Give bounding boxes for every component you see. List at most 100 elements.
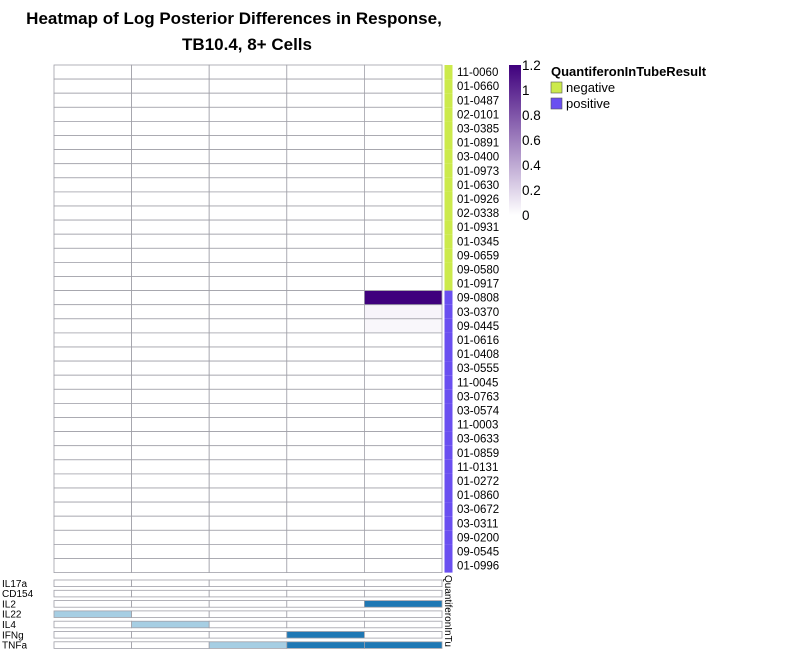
heatmap-cell	[53, 106, 132, 122]
cytokine-cell	[286, 620, 365, 629]
heatmap-cell	[131, 191, 210, 207]
heatmap-cell	[363, 106, 443, 122]
cytokine-cell	[363, 641, 443, 649]
row-label: 01-0272	[457, 476, 499, 488]
heatmap-cell	[363, 92, 443, 108]
heatmap-cell	[53, 64, 132, 80]
heatmap-cells	[53, 64, 443, 574]
cytokine-cell	[131, 610, 210, 618]
annotation-cell	[444, 473, 453, 488]
heatmap-cell	[131, 473, 210, 489]
heatmap-cell	[363, 135, 443, 151]
heatmap-cell	[53, 445, 132, 461]
chart-title-line-1: Heatmap of Log Posterior Differences in …	[26, 9, 442, 28]
cytokine-cell	[131, 589, 210, 598]
heatmap-cell	[286, 501, 365, 517]
heatmap-cell	[131, 487, 210, 503]
heatmap-cell	[53, 191, 132, 207]
row-label: 09-0580	[457, 264, 499, 276]
heatmap-cell	[208, 346, 288, 362]
heatmap-cell	[53, 290, 132, 306]
heatmap-cell	[208, 64, 288, 80]
heatmap-cell	[208, 431, 288, 447]
heatmap-cell	[363, 417, 443, 433]
heatmap-cell	[53, 247, 132, 263]
heatmap-cell	[53, 78, 132, 94]
cytokine-label: IL4	[2, 620, 16, 631]
heatmap-cell	[53, 318, 132, 334]
heatmap-cell	[53, 374, 132, 390]
heatmap-cell	[53, 332, 132, 348]
heatmap-cell	[363, 219, 443, 235]
heatmap-cell	[363, 247, 443, 263]
heatmap-cell	[286, 304, 365, 320]
heatmap-cell	[286, 261, 365, 277]
annotation-cell	[444, 431, 453, 446]
heatmap-cell	[131, 431, 210, 447]
row-label: 03-0311	[457, 518, 498, 530]
heatmap-cell	[208, 515, 288, 531]
annotation-cell	[444, 304, 453, 319]
row-label: 01-0926	[457, 194, 499, 206]
cytokine-cell	[286, 610, 365, 618]
heatmap-cell	[208, 233, 288, 249]
annotation-cell	[444, 516, 453, 531]
cytokine-cell	[131, 620, 210, 629]
annotation-cell	[444, 93, 453, 108]
heatmap-cell	[53, 121, 132, 136]
cytokine-cell	[208, 620, 288, 629]
heatmap-cell	[53, 402, 132, 418]
annotation-cell	[444, 65, 453, 80]
cytokine-cell	[53, 589, 132, 598]
cytokine-cell	[53, 610, 132, 618]
heatmap-cell	[363, 459, 443, 475]
cytokine-cell	[286, 641, 365, 649]
heatmap-cell	[286, 360, 365, 376]
heatmap-cell	[208, 529, 288, 545]
heatmap-cell	[53, 276, 132, 292]
annotation-cell	[444, 488, 453, 503]
heatmap-cell	[286, 417, 365, 433]
heatmap-cell	[131, 78, 210, 94]
heatmap-cell	[363, 205, 443, 221]
heatmap-cell	[131, 121, 210, 136]
heatmap-cell	[286, 92, 365, 108]
heatmap-cell	[363, 177, 443, 193]
row-label: 01-0917	[457, 279, 499, 291]
heatmap-cell	[208, 191, 288, 207]
heatmap-cell	[286, 487, 365, 503]
heatmap-cell	[208, 332, 288, 348]
annotation-cell	[444, 191, 453, 206]
row-label: 03-0400	[457, 152, 499, 164]
color-scale-tick: 0.2	[522, 183, 541, 198]
heatmap-cell	[363, 501, 443, 517]
chart-title-line-2: TB10.4, 8+ Cells	[182, 35, 312, 54]
heatmap-cell	[286, 388, 365, 404]
heatmap-cell	[363, 431, 443, 447]
cytokine-cell	[131, 579, 210, 587]
row-label: 09-0659	[457, 250, 499, 262]
heatmap-cell	[208, 445, 288, 461]
cytokine-cell	[286, 579, 365, 587]
heatmap-cell	[363, 64, 443, 80]
row-label: 01-0891	[457, 138, 499, 150]
annotation-cell	[444, 530, 453, 545]
heatmap-cell	[286, 163, 365, 179]
heatmap-cell	[208, 374, 288, 390]
heatmap-cell	[363, 388, 443, 404]
heatmap-cell	[363, 402, 443, 418]
heatmap-cell	[131, 402, 210, 418]
row-label: 01-0973	[457, 166, 499, 178]
heatmap-cell	[131, 529, 210, 545]
annotation-cell	[444, 544, 453, 559]
heatmap-cell	[131, 106, 210, 122]
heatmap-cell	[131, 276, 210, 292]
annotation-cell	[444, 149, 453, 164]
row-label: 01-0345	[457, 236, 499, 248]
heatmap-cell	[363, 121, 443, 136]
heatmap-cell	[286, 346, 365, 362]
heatmap-cell	[286, 205, 365, 221]
heatmap-cell	[208, 402, 288, 418]
color-scale-legend: 1.2 1 0.8 0.6 0.4 0.2 0	[509, 58, 541, 223]
heatmap-cell	[131, 318, 210, 334]
